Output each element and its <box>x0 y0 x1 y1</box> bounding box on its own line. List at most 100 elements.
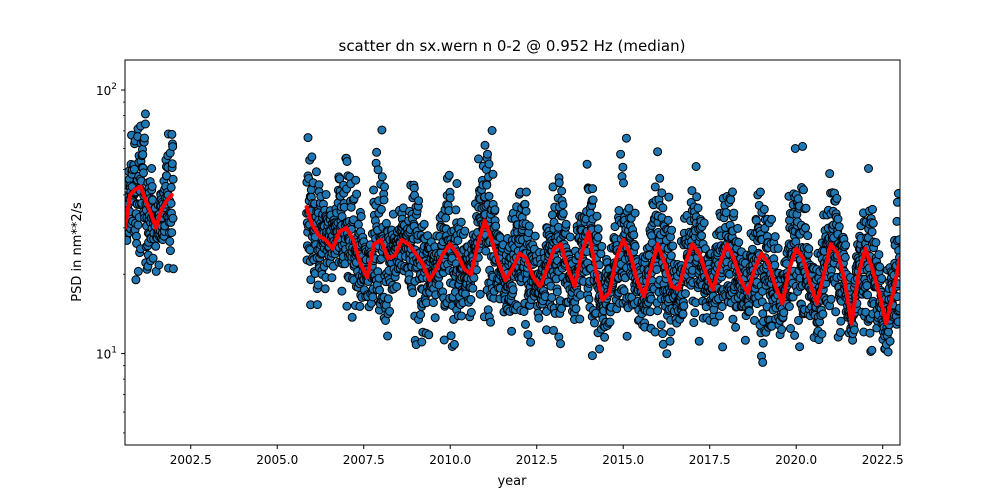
scatter-point <box>658 329 668 339</box>
scatter-point <box>668 241 678 251</box>
scatter-point <box>373 165 383 175</box>
scatter-point <box>369 185 379 195</box>
scatter-point <box>584 294 594 304</box>
scatter-point <box>657 188 667 198</box>
scatter-point <box>381 218 391 228</box>
x-tick-label: 2010.0 <box>429 453 471 467</box>
scatter-point <box>883 347 893 357</box>
scatter-point <box>352 189 362 199</box>
scatter-point <box>521 206 531 216</box>
scatter-point <box>312 300 322 310</box>
scatter-point <box>849 325 859 335</box>
scatter-point <box>548 182 558 192</box>
scatter-point <box>451 205 461 215</box>
scatter-point <box>773 243 783 253</box>
scatter-point <box>534 313 544 323</box>
scatter-point <box>799 185 808 195</box>
scatter-point <box>557 186 567 196</box>
scatter-point <box>307 152 317 162</box>
scatter-point <box>456 217 466 227</box>
scatter-point <box>592 211 602 221</box>
scatter-point <box>728 314 738 324</box>
scatter-point <box>306 275 316 285</box>
chart-title: scatter dn sx.wern n 0-2 @ 0.952 Hz (med… <box>339 37 686 55</box>
scatter-point <box>444 170 454 180</box>
scatter-point <box>547 293 557 302</box>
scatter-point <box>864 164 873 173</box>
scatter-point <box>793 194 803 204</box>
scatter-point <box>460 226 470 236</box>
scatter-point <box>656 320 666 330</box>
scatter-point <box>383 331 393 341</box>
scatter-point <box>726 195 736 205</box>
scatter-point <box>653 147 663 157</box>
scatter-point <box>565 232 575 242</box>
scatter-point <box>414 196 424 206</box>
scatter-point <box>167 159 177 169</box>
scatter-point <box>558 208 568 218</box>
scatter-point <box>835 327 845 337</box>
scatter-point <box>140 133 149 143</box>
scatter-point <box>662 349 672 359</box>
scatter-point <box>740 335 750 345</box>
scatter-point <box>770 232 780 242</box>
scatter-point <box>868 218 878 228</box>
scatter-point <box>834 222 844 232</box>
scatter-point <box>484 159 494 169</box>
scatter-point <box>618 162 628 172</box>
scatter-point <box>140 119 150 129</box>
scatter-point <box>863 290 873 300</box>
scatter-point <box>777 325 787 334</box>
scatter-point <box>140 109 150 119</box>
scatter-point <box>767 214 777 224</box>
scatter-point <box>759 204 769 214</box>
scatter-point <box>356 212 366 221</box>
scatter-point <box>484 191 494 201</box>
scatter-point <box>653 306 663 316</box>
scatter-point <box>665 336 675 346</box>
scatter-point <box>597 241 607 251</box>
scatter-point <box>327 273 337 283</box>
scatter-point <box>133 266 143 276</box>
scatter-point <box>658 203 668 213</box>
scatter-point <box>547 210 557 220</box>
scatter-point <box>655 173 665 183</box>
x-tick-label: 2005.0 <box>256 453 298 467</box>
scatter-point <box>521 319 530 329</box>
scatter-point <box>424 330 434 340</box>
scatter-point <box>801 223 810 233</box>
scatter-point <box>167 228 177 238</box>
scatter-point <box>168 213 178 223</box>
scatter-point <box>832 193 842 203</box>
scatter-point <box>561 219 571 229</box>
scatter-point <box>303 133 313 143</box>
scatter-point <box>622 331 632 341</box>
scatter-point <box>556 339 565 349</box>
scatter-point <box>755 187 765 197</box>
scatter-point <box>168 142 178 152</box>
scatter-point <box>368 292 378 302</box>
scatter-point <box>337 286 347 296</box>
scatter-point <box>168 264 178 274</box>
scatter-point <box>165 246 175 256</box>
scatter-point <box>862 281 872 291</box>
scatter-point <box>320 284 330 294</box>
scatter-point <box>151 241 161 251</box>
scatter-point <box>616 149 626 159</box>
scatter-point <box>131 275 141 285</box>
scatter-point <box>313 280 323 290</box>
scatter-point <box>452 179 462 188</box>
scatter-point <box>650 182 660 192</box>
scatter-point <box>342 301 352 311</box>
scatter-point <box>417 337 427 347</box>
scatter-point <box>790 144 800 153</box>
scatter-point <box>629 230 639 240</box>
scatter-point <box>147 182 157 191</box>
scatter-point <box>549 325 558 335</box>
scatter-point <box>408 288 418 298</box>
scatter-point <box>474 154 483 164</box>
scatter-point <box>154 260 164 270</box>
scatter-point <box>355 301 365 311</box>
scatter-point <box>445 193 455 203</box>
